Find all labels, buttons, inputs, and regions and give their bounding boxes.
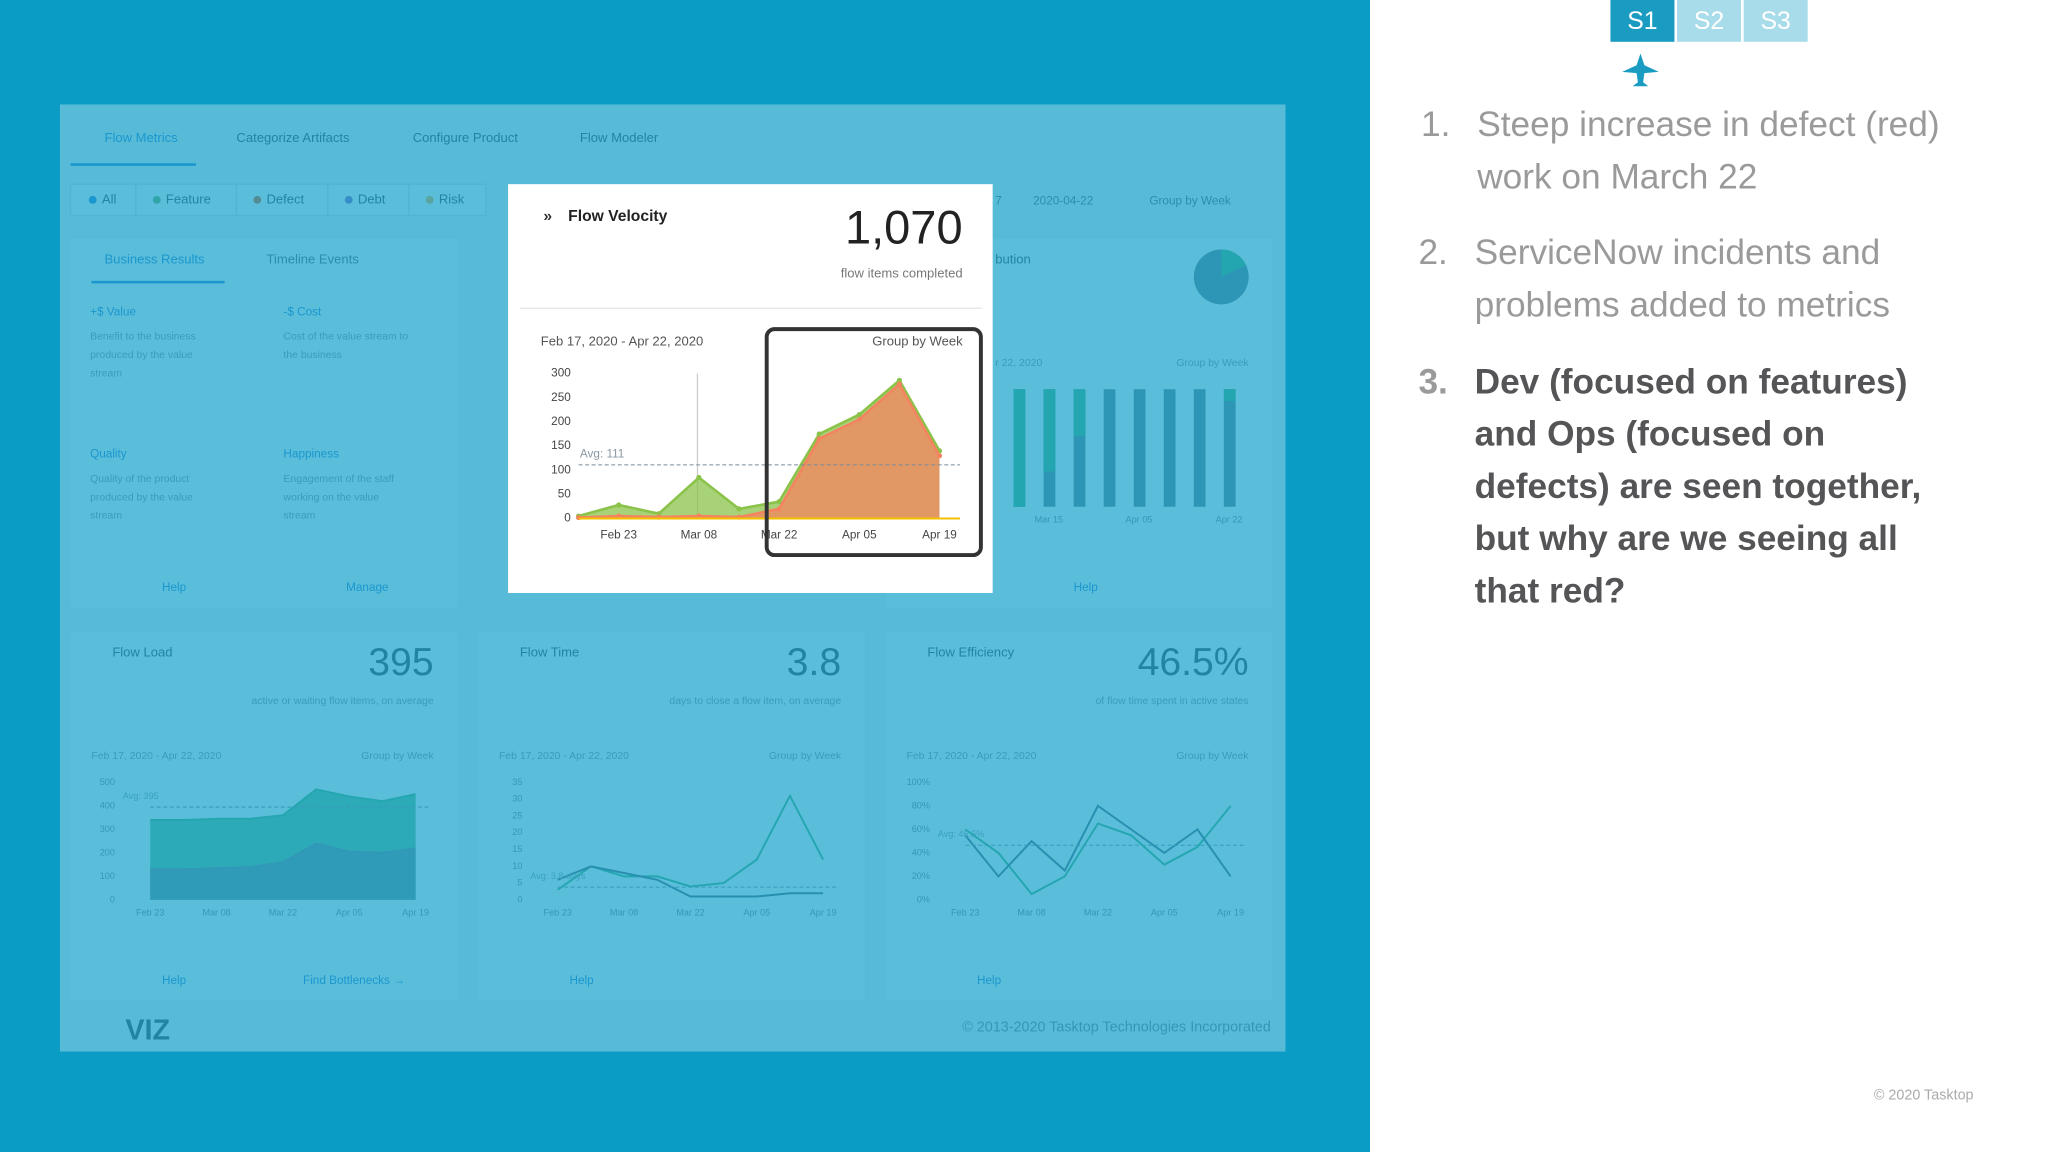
series-point	[856, 416, 862, 423]
point-text: work on March 22	[1476, 157, 1757, 196]
point-text: and Ops (focused on	[1475, 415, 1826, 454]
chart-group: Group by Week	[872, 334, 963, 349]
point-text: that red?	[1475, 571, 1626, 610]
point-text: Steep increase in defect (red)	[1477, 105, 1939, 144]
slide-tab	[1610, 0, 1675, 42]
point-text: Dev (focused on features)	[1475, 362, 1908, 401]
point-text: ServiceNow incidents and	[1475, 233, 1881, 272]
point-text: defects) are seen together,	[1475, 467, 1922, 506]
point-number: 2.	[1418, 233, 1447, 272]
velocity-card-bg	[508, 184, 993, 593]
right-text: S1 S2 S3 1. Steep increase in defect (red) wo…	[1418, 0, 1974, 1104]
avg-label: Avg: 111	[580, 448, 624, 461]
series-point	[696, 513, 702, 519]
y-tick-label: 100	[551, 463, 571, 476]
x-tick-label: Feb 23	[600, 529, 637, 542]
slide-tab-label: S1	[1627, 8, 1657, 35]
x-tick-label: Apr 05	[842, 529, 877, 542]
series-point	[896, 381, 903, 387]
series-line	[578, 382, 941, 519]
slide-tab-label: S2	[1694, 8, 1724, 35]
x-tick-label: Apr 19	[922, 529, 957, 542]
plane-icon	[1622, 53, 1659, 87]
x-tick-label: Mar 22	[761, 529, 798, 542]
velocity-icon: »	[543, 208, 552, 225]
series-point	[616, 502, 622, 508]
slide-tab	[1677, 0, 1742, 42]
y-tick-label: 300	[551, 367, 571, 380]
series-point	[776, 506, 782, 512]
right-panel	[1370, 0, 2048, 1152]
x-tick-label: Mar 08	[681, 529, 718, 542]
series-point	[776, 499, 782, 505]
slide-tab	[1743, 0, 1808, 42]
y-tick-label: 200	[551, 415, 571, 428]
card-title: Flow Velocity	[568, 208, 667, 225]
series-line	[578, 378, 941, 518]
point-number: 1.	[1421, 105, 1450, 144]
slide-tab-label: S3	[1761, 8, 1791, 35]
y-tick-label: 150	[551, 439, 571, 452]
point-text: but why are we seeing all	[1475, 519, 1898, 558]
series-point	[856, 412, 862, 418]
series-point	[816, 436, 822, 442]
velocity-card: » Flow Velocity 1,070 flow items completed…	[508, 184, 993, 593]
y-tick-label: 50	[558, 487, 572, 500]
series-point	[896, 377, 903, 383]
series-area	[578, 384, 940, 519]
series-point	[616, 513, 622, 519]
series-point	[736, 506, 742, 512]
series-point	[816, 431, 822, 437]
highlight-box	[764, 327, 983, 558]
card-value: 1,070	[845, 201, 963, 254]
copyright: © 2020 Tasktop	[1874, 1088, 1974, 1104]
y-tick-label: 250	[551, 391, 571, 404]
series-point	[696, 474, 702, 481]
point-number: 3.	[1418, 362, 1447, 401]
chart-date: Feb 17, 2020 - Apr 22, 2020	[541, 334, 703, 349]
point-text: problems added to metrics	[1475, 285, 1890, 324]
y-tick-label: 0	[564, 512, 571, 525]
series-point	[936, 453, 943, 459]
card-caption: flow items completed	[841, 266, 963, 281]
